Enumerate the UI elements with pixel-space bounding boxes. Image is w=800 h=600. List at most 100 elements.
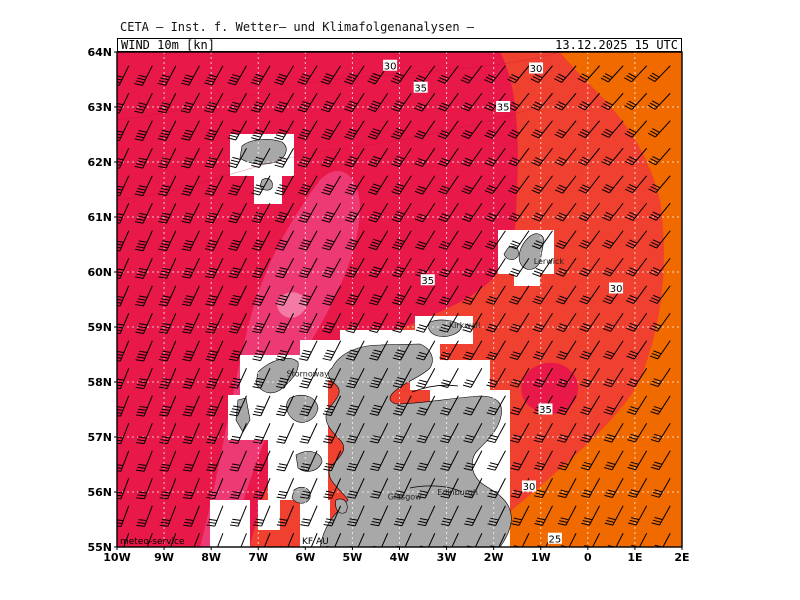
wind-barb bbox=[344, 92, 365, 113]
wind-barb bbox=[628, 505, 648, 526]
wind-barb bbox=[530, 92, 553, 111]
wind-barb bbox=[228, 230, 247, 251]
wind-barb bbox=[181, 258, 200, 279]
wind-barb bbox=[205, 313, 224, 334]
latitude-tick-label: 55N bbox=[87, 541, 112, 554]
wind-barb bbox=[274, 65, 294, 85]
wind-barb bbox=[463, 423, 483, 444]
wind-barb bbox=[601, 147, 624, 166]
wind-barb bbox=[158, 368, 177, 389]
wind-barb bbox=[344, 65, 365, 85]
latitude-tick-label: 60N bbox=[87, 266, 112, 279]
wind-barb bbox=[578, 230, 601, 249]
wind-barb bbox=[275, 258, 295, 279]
wind-barb bbox=[274, 203, 295, 224]
wind-barb bbox=[461, 202, 483, 222]
longitude-tick-label: 10W bbox=[103, 551, 130, 564]
wind-barb bbox=[344, 147, 365, 168]
wind-barb bbox=[557, 505, 577, 526]
wind-barb bbox=[345, 258, 365, 278]
contour-label: 35 bbox=[420, 274, 435, 287]
footer-model-note: KF AU bbox=[302, 537, 329, 547]
wind-barb bbox=[554, 147, 577, 166]
wind-barb bbox=[205, 368, 224, 389]
wind-barb bbox=[322, 395, 342, 417]
wind-barb bbox=[578, 147, 600, 166]
contour-labels: 30 35 30 35 35 30 35 30 25 bbox=[383, 59, 624, 545]
wind-barb bbox=[158, 258, 177, 279]
wind-barb bbox=[252, 423, 271, 444]
wind-barb bbox=[300, 505, 318, 527]
wind-barb bbox=[604, 450, 624, 471]
wind-barb bbox=[369, 395, 389, 416]
wind-barb bbox=[252, 450, 271, 472]
latitude-tick-label: 57N bbox=[87, 431, 112, 444]
faroe-south bbox=[259, 178, 273, 191]
wind-barb bbox=[181, 120, 200, 141]
wind-barb bbox=[484, 120, 506, 139]
wind-barb bbox=[159, 450, 177, 472]
wind-barb bbox=[205, 340, 224, 362]
wind-barb bbox=[440, 478, 459, 499]
svg-text:30: 30 bbox=[610, 284, 623, 295]
wind-barb bbox=[556, 367, 577, 388]
wind-barb bbox=[181, 203, 200, 224]
wind-barb bbox=[320, 65, 342, 85]
longitude-tick-label: 8W bbox=[201, 551, 221, 564]
wind-barb bbox=[182, 423, 200, 445]
wind-barb bbox=[578, 257, 601, 277]
wind-barb bbox=[370, 478, 389, 499]
wind-barb bbox=[627, 450, 648, 471]
wind-barb bbox=[440, 505, 459, 527]
wind-barb bbox=[533, 367, 553, 388]
wind-barb bbox=[438, 285, 459, 306]
wind-barb bbox=[391, 257, 412, 278]
wind-barb bbox=[204, 120, 224, 141]
wind-barb bbox=[437, 147, 459, 167]
wind-band-35-40-east bbox=[521, 362, 579, 415]
wind-barb bbox=[321, 258, 342, 278]
wind-barb bbox=[508, 257, 530, 278]
wind-barb bbox=[391, 147, 412, 168]
wind-barb bbox=[345, 230, 365, 251]
contour-label: 30 bbox=[609, 282, 624, 295]
wind-barb bbox=[117, 120, 130, 142]
wind-barb bbox=[556, 312, 577, 333]
wind-barb bbox=[624, 92, 648, 110]
wind-barb bbox=[275, 313, 295, 334]
wind-barb bbox=[252, 395, 271, 417]
wind-barb bbox=[486, 395, 506, 416]
wind-barb bbox=[345, 340, 365, 361]
wind-barb bbox=[554, 175, 577, 194]
wind-barb bbox=[134, 148, 153, 169]
wind-barb bbox=[117, 175, 130, 197]
wind-barb bbox=[204, 230, 224, 251]
wind-barb bbox=[414, 147, 436, 167]
svg-text:35: 35 bbox=[497, 103, 510, 114]
wind-barb bbox=[531, 147, 553, 167]
wind-barb bbox=[534, 478, 553, 499]
wind-barb bbox=[554, 65, 577, 83]
wind-barb bbox=[462, 368, 483, 388]
wind-barb bbox=[601, 92, 624, 111]
wind-barb bbox=[579, 367, 601, 388]
wind-barb bbox=[158, 175, 177, 197]
wind-barb bbox=[180, 65, 200, 86]
wind-barb bbox=[393, 478, 412, 499]
wind-barb bbox=[603, 422, 624, 443]
wind-barb bbox=[345, 285, 365, 306]
wind-barb bbox=[462, 340, 483, 361]
wind-barb bbox=[600, 65, 624, 83]
wind-barb bbox=[555, 230, 577, 250]
wind-barb bbox=[579, 312, 601, 332]
wind-barb bbox=[157, 120, 177, 141]
wind-barb bbox=[208, 533, 224, 547]
wind-barb bbox=[117, 533, 130, 547]
wind-barb bbox=[298, 203, 318, 223]
wind-barb bbox=[556, 340, 577, 360]
wind-barb bbox=[227, 148, 247, 169]
wind-barb bbox=[509, 340, 530, 360]
firth-of-forth bbox=[409, 485, 463, 493]
wind-barb bbox=[532, 285, 553, 305]
wind-barb bbox=[554, 120, 577, 139]
